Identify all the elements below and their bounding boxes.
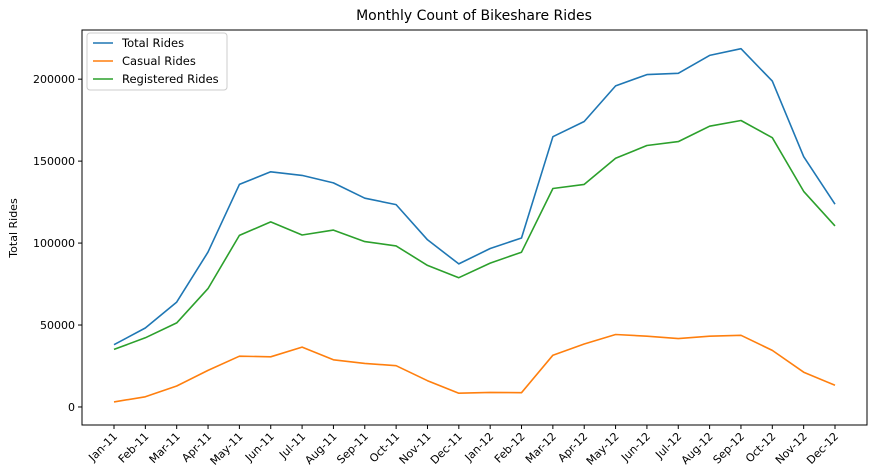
y-tick-label: 50000 <box>40 319 75 332</box>
x-tick-label: Aug-12 <box>679 430 716 467</box>
x-tick-label: Jun-11 <box>242 430 277 465</box>
x-tick-label: Sep-11 <box>334 430 371 467</box>
x-tick-label: Oct-12 <box>743 430 778 465</box>
y-tick-label: 200000 <box>33 73 75 86</box>
x-tick-label: Dec-11 <box>428 430 465 467</box>
x-tick-label: Jun-12 <box>618 430 653 465</box>
y-axis-label: Total Rides <box>7 198 20 259</box>
y-axis: 0 50000 100000 150000 200000 <box>33 73 82 414</box>
series-line-total-rides <box>113 47 836 346</box>
legend-label: Casual Rides <box>122 54 196 68</box>
x-tick-label: Nov-11 <box>397 430 434 467</box>
x-tick-label: Dec-12 <box>804 430 841 467</box>
series-line-registered-rides <box>113 119 836 351</box>
legend-box <box>86 32 228 91</box>
x-tick-label: May-12 <box>584 430 622 468</box>
x-tick-label: Nov-12 <box>773 430 810 467</box>
x-tick-label: Feb-11 <box>116 430 152 466</box>
legend: Total Rides Casual Rides Registered Rides <box>86 32 228 91</box>
x-tick-label: Sep-12 <box>711 430 748 467</box>
y-tick-label: 0 <box>68 401 75 414</box>
series-lines <box>113 47 836 403</box>
chart-title: Monthly Count of Bikeshare Rides <box>356 8 592 24</box>
x-tick-label: May-11 <box>208 430 246 468</box>
legend-label: Total Rides <box>121 36 184 50</box>
x-tick-label: Feb-12 <box>492 430 528 466</box>
x-tick-label: Mar-11 <box>147 430 183 466</box>
x-tick-label: Aug-11 <box>302 430 339 467</box>
legend-label: Registered Rides <box>122 72 219 86</box>
plot-area <box>81 29 868 426</box>
series-line-casual-rides <box>113 333 836 403</box>
x-tick-label: Jan-11 <box>86 430 121 465</box>
x-tick-label: Jan-12 <box>462 430 497 465</box>
y-tick-label: 150000 <box>33 155 75 168</box>
x-tick-label: Oct-11 <box>367 430 402 465</box>
y-tick-label: 100000 <box>33 237 75 250</box>
x-tick-label: Mar-12 <box>523 430 559 466</box>
